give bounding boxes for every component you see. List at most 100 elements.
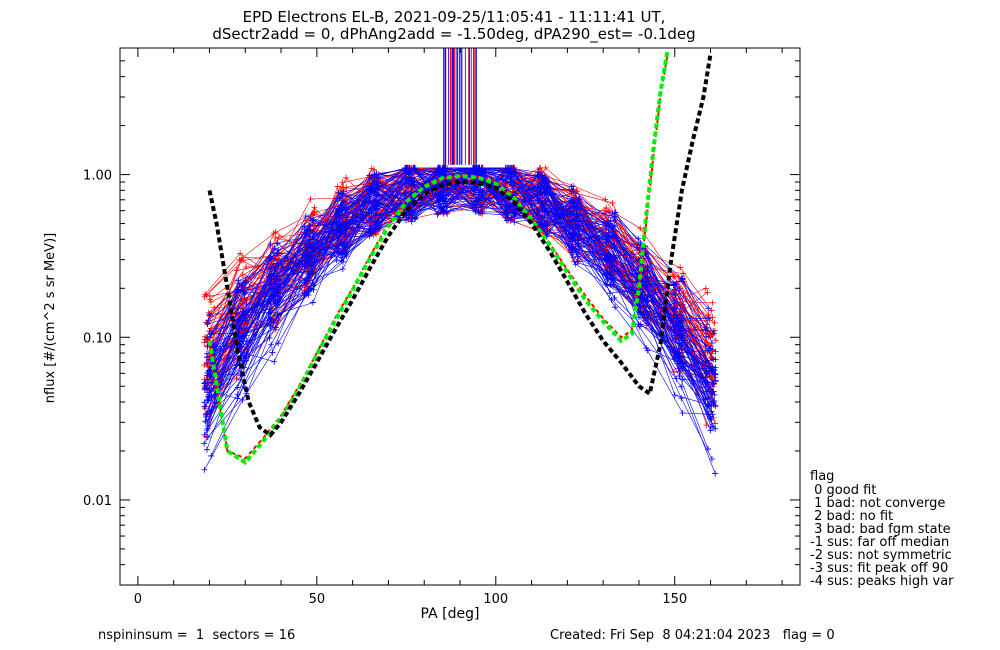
sample-marker xyxy=(678,395,685,402)
sample-marker xyxy=(274,240,281,247)
sample-marker xyxy=(210,343,217,350)
sample-marker xyxy=(302,212,309,219)
sample-marker xyxy=(708,455,715,462)
sample-marker xyxy=(705,305,712,312)
sample-marker xyxy=(709,381,716,388)
sample-marker xyxy=(234,286,241,293)
sample-marker xyxy=(334,183,341,190)
sample-marker xyxy=(201,403,208,410)
fit-curve-1 xyxy=(207,50,670,466)
sample-marker xyxy=(237,317,244,324)
sample-marker xyxy=(678,317,685,324)
sample-marker xyxy=(712,364,719,371)
sample-marker xyxy=(270,230,277,237)
sample-marker xyxy=(235,286,242,293)
sample-marker xyxy=(676,373,683,380)
sample-marker xyxy=(712,420,719,427)
sample-marker xyxy=(606,242,613,249)
sample-marker xyxy=(272,324,279,331)
sample-marker xyxy=(442,200,449,207)
sample-marker xyxy=(342,223,349,230)
sample-marker xyxy=(572,203,579,210)
sample-marker xyxy=(268,316,275,323)
sample-marker xyxy=(408,177,415,184)
sample-marker xyxy=(207,298,214,305)
sample-marker xyxy=(611,213,618,220)
sample-marker xyxy=(274,250,281,257)
x-axis-label: PA [deg] xyxy=(421,606,480,622)
y-tick-label: 0.10 xyxy=(83,331,112,346)
sample-marker xyxy=(644,292,651,299)
y-tick-label: 1.00 xyxy=(83,169,112,184)
sample-marker xyxy=(438,206,445,213)
sample-marker xyxy=(503,217,510,224)
sample-marker xyxy=(272,295,279,302)
sample-marker xyxy=(709,299,716,306)
sample-marker xyxy=(712,470,719,477)
sample-marker xyxy=(568,183,575,190)
sample-marker xyxy=(337,202,344,209)
sample-marker xyxy=(201,440,208,447)
sample-marker xyxy=(444,210,451,217)
sample-marker xyxy=(637,225,644,232)
sample-marker xyxy=(543,207,550,214)
sample-trace xyxy=(207,175,712,427)
sample-marker xyxy=(371,180,378,187)
sample-marker xyxy=(309,217,316,224)
sample-marker xyxy=(710,330,717,337)
sample-marker xyxy=(676,285,683,292)
sample-marker xyxy=(644,265,651,272)
sample-marker xyxy=(267,317,274,324)
sample-marker xyxy=(542,164,549,171)
sample-marker xyxy=(678,358,685,365)
sample-trace xyxy=(207,171,708,329)
sample-marker xyxy=(203,386,210,393)
sample-marker xyxy=(643,345,650,352)
sample-marker xyxy=(342,250,349,257)
sample-marker xyxy=(205,416,212,423)
sample-marker xyxy=(609,199,616,206)
sample-marker xyxy=(703,422,710,429)
sample-marker xyxy=(204,336,211,343)
sample-marker xyxy=(709,314,716,321)
sample-marker xyxy=(206,311,213,318)
sample-trace xyxy=(205,176,710,407)
sample-marker xyxy=(271,281,278,288)
sample-marker xyxy=(705,315,712,322)
sample-marker xyxy=(372,211,379,218)
sample-marker xyxy=(411,216,418,223)
sample-marker xyxy=(274,290,281,297)
legend-entry: 1 bad: not converge xyxy=(810,496,945,511)
chart-title-line-1: EPD Electrons EL-B, 2021-09-25/11:05:41 … xyxy=(243,8,666,26)
sample-marker xyxy=(268,341,275,348)
sample-marker xyxy=(602,196,609,203)
sample-marker xyxy=(272,235,279,241)
sample-marker xyxy=(712,403,719,410)
sample-marker xyxy=(707,413,714,420)
sample-marker xyxy=(644,255,651,262)
sample-marker xyxy=(269,349,276,356)
sample-marker xyxy=(474,198,481,205)
sample-marker xyxy=(478,203,485,210)
sample-marker xyxy=(610,232,617,239)
sample-marker xyxy=(402,217,409,224)
sample-marker xyxy=(267,296,274,303)
sample-marker xyxy=(675,365,682,372)
sample-marker xyxy=(677,264,684,271)
sample-marker xyxy=(375,191,382,198)
sample-marker xyxy=(271,358,278,365)
sample-marker xyxy=(310,211,317,218)
sample-marker xyxy=(308,268,315,275)
sample-marker xyxy=(540,185,547,192)
sample-marker xyxy=(476,210,483,217)
legend-entry: -1 sus: far off median xyxy=(810,535,949,550)
sample-marker xyxy=(473,197,480,204)
legend-entry: -2 sus: not symmetric xyxy=(810,548,952,563)
sample-trace xyxy=(204,174,716,407)
sample-marker xyxy=(575,217,582,224)
sample-trace xyxy=(203,187,710,403)
legend-entry: -4 sus: peaks high var xyxy=(810,574,954,589)
sample-marker xyxy=(203,350,210,357)
sample-marker xyxy=(242,279,249,286)
sample-marker xyxy=(534,197,541,204)
